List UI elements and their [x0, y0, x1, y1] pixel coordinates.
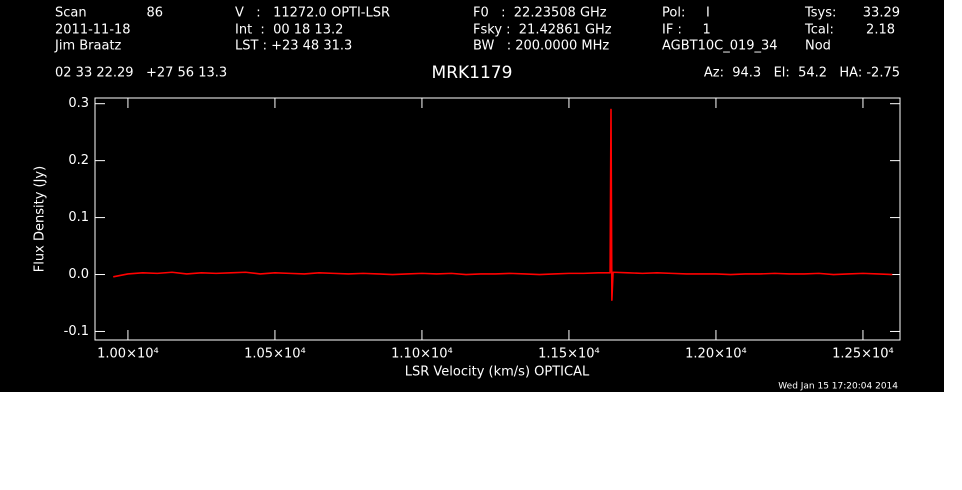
header-text: Int : 00 18 13.2 [235, 23, 343, 38]
header-text: 86 [146, 6, 163, 21]
header-text: 2.18 [866, 23, 895, 38]
x-tick-label: 1.25×10⁴ [832, 347, 894, 362]
plot-frame [94, 97, 901, 341]
header-text: V : 11272.0 OPTI-LSR [235, 6, 390, 21]
header-text: Pol: I [662, 6, 710, 21]
y-tick-label: -0.1 [64, 324, 89, 339]
x-axis-label: LSR Velocity (km/s) OPTICAL [405, 365, 590, 380]
header-text: Jim Braatz [54, 39, 122, 54]
x-tick-label: 1.05×10⁴ [244, 347, 306, 362]
y-tick-label: 0.0 [68, 267, 89, 282]
header-text: IF : 1 [662, 23, 711, 38]
header-text: 2011-11-18 [55, 23, 131, 38]
x-tick-label: 1.10×10⁴ [391, 347, 453, 362]
header-text: 33.29 [863, 6, 900, 21]
header-text: Az: 94.3 El: 54.2 HA: -2.75 [704, 66, 900, 81]
header-text: 02 33 22.29 +27 56 13.3 [55, 66, 227, 81]
header-text: Scan [55, 6, 87, 21]
y-tick-label: 0.2 [68, 153, 89, 168]
header-text: Tsys: [804, 6, 836, 21]
y-tick-label: 0.1 [68, 210, 89, 225]
x-tick-label: 1.00×10⁴ [97, 347, 159, 362]
header-text: BW : 200.0000 MHz [473, 39, 609, 54]
header-text: AGBT10C_019_34 [662, 39, 778, 54]
x-tick-label: 1.15×10⁴ [538, 347, 600, 362]
header-text: F0 : 22.23508 GHz [473, 6, 607, 21]
timestamp: Wed Jan 15 17:20:04 2014 [778, 382, 898, 392]
plot-background [0, 0, 944, 392]
header-text: Fsky : 21.42861 GHz [473, 23, 612, 38]
header-text: Nod [805, 39, 831, 54]
spectrum-line [113, 108, 893, 301]
chart-title: MRK1179 [432, 63, 513, 83]
y-tick-label: 0.3 [68, 96, 89, 111]
header-text: LST : +23 48 31.3 [235, 39, 352, 54]
x-tick-label: 1.20×10⁴ [685, 347, 747, 362]
y-axis-label: Flux Density (Jy) [33, 166, 48, 272]
header-text: Tcal: [804, 23, 834, 38]
